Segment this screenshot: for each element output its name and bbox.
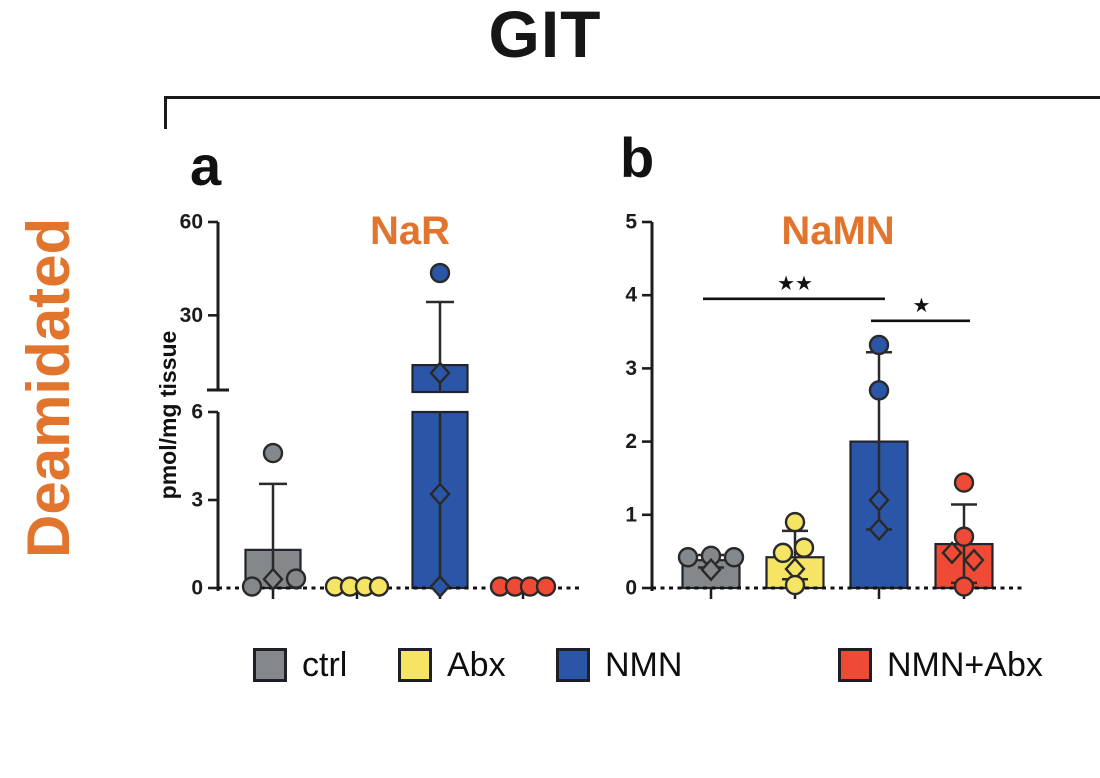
data-point-diamond xyxy=(941,541,963,565)
panel-title-namn: NaMN xyxy=(781,209,895,253)
data-point-diamond xyxy=(868,517,890,542)
data-point xyxy=(953,576,975,597)
data-point-diamond xyxy=(429,482,451,506)
data-point xyxy=(368,576,390,597)
data-point xyxy=(793,537,815,558)
y-tick-label: 3 xyxy=(191,489,203,512)
data-point-diamond xyxy=(868,488,890,512)
y-tick-label: 4 xyxy=(625,284,637,307)
group-bracket xyxy=(164,96,1100,129)
panel-label-a: a xyxy=(190,134,222,197)
data-point xyxy=(784,511,806,533)
data-point xyxy=(784,574,806,596)
y-tick-label: 2 xyxy=(625,430,637,453)
significance-stars: ★★ xyxy=(777,271,813,295)
data-point xyxy=(241,576,263,597)
data-point xyxy=(262,442,284,464)
data-point xyxy=(953,472,975,493)
data-point xyxy=(285,568,307,589)
legend-label-nmn-abx: NMN+Abx xyxy=(887,646,1043,684)
legend-label-ctrl: ctrl xyxy=(302,646,348,684)
y-tick-label: 30 xyxy=(180,304,203,327)
legend-item-ctrl: ctrl xyxy=(253,648,347,682)
data-point xyxy=(429,262,451,284)
y-tick-label: 3 xyxy=(625,357,637,380)
y-tick-label: 6 xyxy=(191,401,203,424)
y-axis-title: pmol/mg tissue xyxy=(155,331,181,500)
legend-item-nmn: NMN xyxy=(556,648,682,682)
panel-a: 0 3 6 30 60 pmol/mg tissue xyxy=(155,211,581,600)
y-tick-label: 0 xyxy=(625,577,637,600)
data-point-diamond xyxy=(963,548,985,572)
y-tick-label: 0 xyxy=(191,577,203,600)
legend-item-nmn-abx: NMN+Abx xyxy=(838,648,1043,682)
panel-title-nar: NaR xyxy=(369,209,451,253)
data-point xyxy=(677,547,699,568)
significance-stars: ★ xyxy=(913,293,931,317)
data-point xyxy=(953,526,975,547)
legend-swatch-nmn-abx xyxy=(838,648,872,682)
data-point-diamond xyxy=(700,557,722,582)
legend-swatch-abx xyxy=(398,648,432,682)
figure-group-title: GIT xyxy=(488,0,602,71)
y-tick-label: 1 xyxy=(625,503,637,526)
y-tick-label: 60 xyxy=(180,211,203,234)
legend-swatch-nmn xyxy=(556,648,590,682)
data-point xyxy=(535,576,557,597)
legend-label-nmn: NMN xyxy=(605,646,683,684)
data-point xyxy=(868,334,890,356)
data-point xyxy=(868,380,890,401)
panel-label-b: b xyxy=(620,126,655,189)
data-point-diamond xyxy=(262,567,284,591)
legend-label-abx: Abx xyxy=(447,646,506,684)
data-point-diamond xyxy=(429,574,451,599)
legend-item-abx: Abx xyxy=(398,648,506,682)
y-tick-label: 5 xyxy=(625,211,637,234)
data-point xyxy=(723,547,745,568)
data-point-diamond xyxy=(429,361,451,385)
data-point xyxy=(772,542,794,564)
legend-swatch-ctrl xyxy=(253,648,287,682)
